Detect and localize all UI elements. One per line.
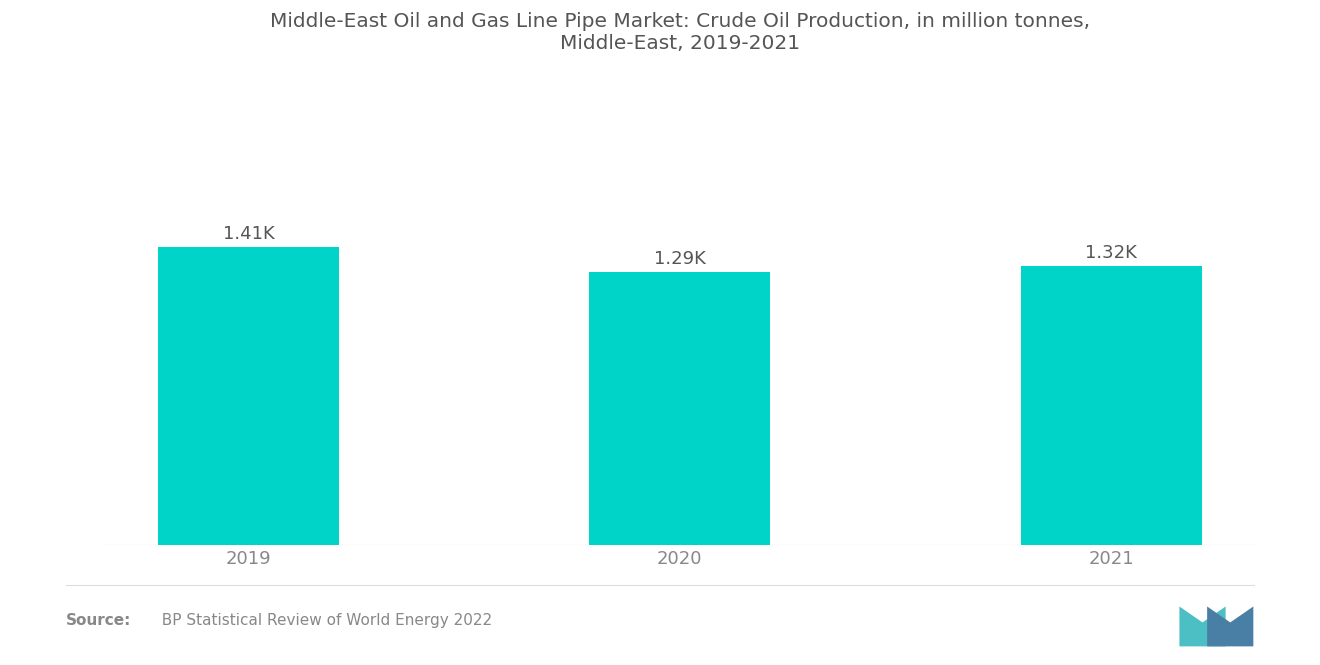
Text: 1.41K: 1.41K — [223, 225, 275, 243]
Text: 1.29K: 1.29K — [653, 250, 706, 268]
Polygon shape — [1180, 606, 1225, 646]
Bar — [1020, 266, 1201, 545]
Bar — [158, 247, 339, 545]
Text: 1.32K: 1.32K — [1085, 244, 1137, 262]
Bar — [589, 273, 771, 545]
Text: BP Statistical Review of World Energy 2022: BP Statistical Review of World Energy 20… — [152, 613, 492, 628]
Text: Source:: Source: — [66, 613, 132, 628]
Title: Middle-East Oil and Gas Line Pipe Market: Crude Oil Production, in million tonne: Middle-East Oil and Gas Line Pipe Market… — [269, 12, 1090, 53]
Polygon shape — [1206, 606, 1254, 646]
